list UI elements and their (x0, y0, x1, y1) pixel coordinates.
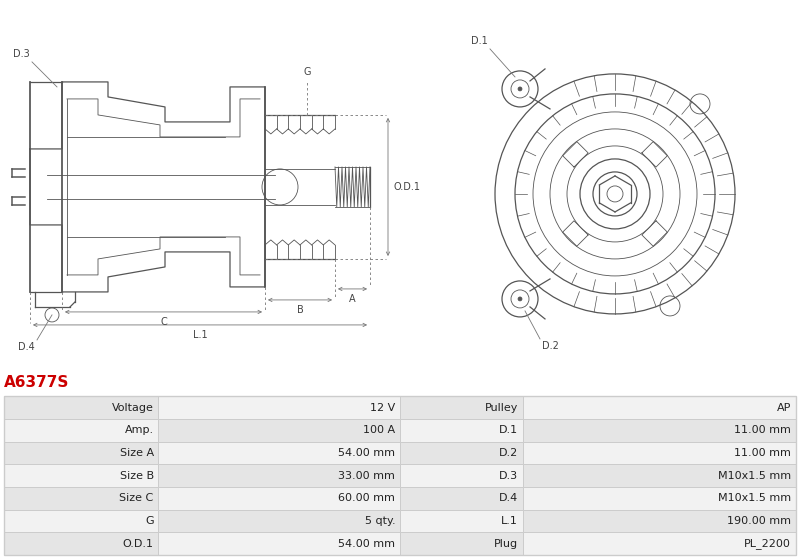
Bar (400, 464, 522, 487)
Bar (158, 532, 400, 555)
Circle shape (518, 87, 522, 91)
Text: L.1: L.1 (501, 516, 518, 526)
Text: Plug: Plug (494, 539, 518, 549)
Text: AP: AP (777, 402, 791, 412)
Text: G: G (303, 67, 310, 77)
Text: PL_2200: PL_2200 (744, 538, 791, 549)
Bar (158, 487, 400, 510)
Bar (400, 396, 522, 419)
Text: Size A: Size A (119, 448, 154, 458)
Text: Voltage: Voltage (112, 402, 154, 412)
Bar (4, 487, 158, 510)
Bar (522, 464, 796, 487)
Bar (4, 532, 158, 555)
Text: D.4: D.4 (18, 342, 35, 352)
Text: L.1: L.1 (193, 330, 207, 340)
Text: 12 V: 12 V (370, 402, 395, 412)
Bar (4, 419, 158, 441)
Text: O.D.1: O.D.1 (393, 182, 420, 192)
Bar (158, 396, 400, 419)
Bar (158, 441, 400, 464)
Bar (4, 441, 158, 464)
Text: 100 A: 100 A (363, 425, 395, 435)
Text: 190.00 mm: 190.00 mm (727, 516, 791, 526)
Text: O.D.1: O.D.1 (122, 539, 154, 549)
Text: D.3: D.3 (14, 49, 30, 59)
Bar (400, 532, 522, 555)
Text: 11.00 mm: 11.00 mm (734, 425, 791, 435)
Bar (400, 510, 522, 532)
Bar (522, 396, 796, 419)
Bar (522, 532, 796, 555)
Bar (400, 441, 522, 464)
Bar (522, 419, 796, 441)
Text: D.4: D.4 (498, 493, 518, 503)
Text: D.2: D.2 (542, 341, 559, 351)
Text: D.3: D.3 (499, 471, 518, 480)
Text: D.2: D.2 (498, 448, 518, 458)
Text: M10x1.5 mm: M10x1.5 mm (718, 471, 791, 480)
Circle shape (518, 297, 522, 301)
Text: Amp.: Amp. (125, 425, 154, 435)
Bar (4, 510, 158, 532)
Text: B: B (297, 305, 303, 315)
Text: 54.00 mm: 54.00 mm (338, 448, 395, 458)
Text: G: G (145, 516, 154, 526)
Text: A6377S: A6377S (4, 376, 70, 390)
Text: D.1: D.1 (499, 425, 518, 435)
Text: Size B: Size B (119, 471, 154, 480)
Text: A: A (349, 294, 356, 304)
Text: D.1: D.1 (471, 36, 488, 46)
Bar (158, 510, 400, 532)
Bar (158, 419, 400, 441)
Bar (158, 464, 400, 487)
Bar (4, 396, 158, 419)
Bar (522, 510, 796, 532)
Text: Pulley: Pulley (485, 402, 518, 412)
Text: 33.00 mm: 33.00 mm (338, 471, 395, 480)
Bar (400, 487, 522, 510)
Text: 11.00 mm: 11.00 mm (734, 448, 791, 458)
Text: 5 qty.: 5 qty. (365, 516, 395, 526)
Bar (4, 464, 158, 487)
Bar (400, 419, 522, 441)
Bar (522, 441, 796, 464)
Text: C: C (160, 317, 167, 327)
Text: M10x1.5 mm: M10x1.5 mm (718, 493, 791, 503)
Bar (4, 396, 796, 555)
Bar (522, 487, 796, 510)
Text: Size C: Size C (119, 493, 154, 503)
Text: 60.00 mm: 60.00 mm (338, 493, 395, 503)
Text: 54.00 mm: 54.00 mm (338, 539, 395, 549)
